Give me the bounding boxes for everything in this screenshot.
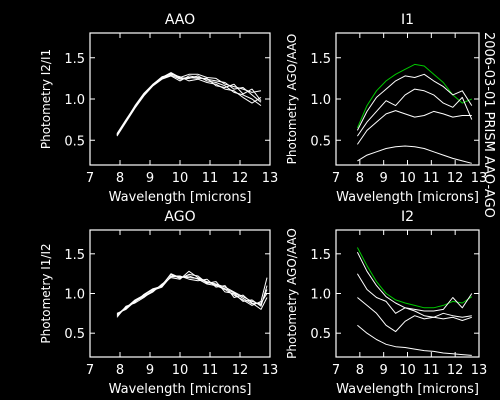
series-line: [116, 72, 262, 135]
x-tick-label: 11: [423, 363, 440, 378]
x-tick-label: 8: [116, 171, 124, 186]
x-tick-label: 12: [232, 171, 249, 186]
y-tick-label: 1.0: [64, 288, 85, 303]
x-tick-label: 10: [172, 363, 189, 378]
panel-title: AAO: [165, 12, 195, 28]
y-tick-label: 1.5: [64, 248, 85, 263]
x-tick-label: 11: [202, 171, 219, 186]
series-line: [356, 273, 472, 318]
series-line: [357, 324, 472, 356]
panel-i1: 7 8 9 10 11 12 13 0.5 1.0 1.5 I1 Wavelength [micr…: [285, 12, 487, 205]
tick-layer: 7 8 9 10 11 12 13 0.5 1.0 1.5: [64, 230, 278, 378]
x-tick-label: 12: [232, 363, 249, 378]
series-line: [116, 275, 268, 318]
x-axis-label: Wavelength [microns]: [109, 382, 252, 397]
x-tick-label: 13: [262, 171, 279, 186]
series-line: [116, 273, 268, 315]
panel-title: AGO: [164, 209, 195, 225]
series-line: [116, 276, 268, 316]
series-line: [116, 75, 262, 137]
x-tick-label: 8: [356, 171, 364, 186]
panel-i2: 7 8 9 10 11 12 13 0.5 1.0 1.5 I2 Wavelength [micr…: [285, 209, 487, 397]
x-tick-label: 11: [423, 171, 440, 186]
y-axis-label: Photometry AGO/AAO: [285, 34, 299, 165]
y-tick-label: 0.5: [64, 134, 85, 149]
series-line: [357, 297, 472, 333]
y-axis-label: Photometry I2/I1: [39, 49, 53, 149]
x-tick-label: 10: [399, 171, 416, 186]
tick-layer: 7 8 9 10 11 12 13 0.5 1.0 1.5: [310, 33, 487, 186]
y-tick-label: 0.5: [64, 327, 85, 342]
y-axis-label: Photometry I1/I2: [39, 243, 53, 343]
x-tick-label: 13: [262, 363, 279, 378]
x-tick-label: 8: [356, 363, 364, 378]
panel-title: I1: [401, 12, 414, 28]
series-layer: [116, 72, 262, 137]
x-tick-label: 9: [146, 363, 154, 378]
x-tick-label: 10: [172, 171, 189, 186]
series-line: [356, 251, 473, 312]
x-tick-label: 10: [399, 363, 416, 378]
x-tick-label: 9: [380, 363, 388, 378]
x-tick-label: 11: [202, 363, 219, 378]
y-axis-label: Photometry AGO/AAO: [285, 228, 299, 359]
y-tick-label: 1.5: [310, 248, 331, 263]
series-layer: [356, 63, 473, 164]
x-tick-label: 7: [86, 171, 94, 186]
series-layer: [116, 270, 268, 318]
x-tick-label: 7: [332, 363, 340, 378]
series-line: [356, 247, 473, 309]
series-layer: [356, 247, 473, 356]
tick-layer: 7 8 9 10 11 12 13 0.5 1.0 1.5: [64, 33, 278, 186]
y-tick-label: 1.0: [310, 93, 331, 108]
y-tick-label: 0.5: [310, 327, 331, 342]
panel-ago: 7 8 9 10 11 12 13 0.5 1.0 1.5 AGO Wavelength [mic…: [39, 209, 278, 397]
y-tick-label: 1.5: [64, 52, 85, 67]
panel-aao: 7 8 9 10 11 12 13 0.5 1.0 1.5 AAO Wavelength [mic…: [39, 12, 278, 205]
x-tick-label: 9: [146, 171, 154, 186]
panel-title: I2: [401, 209, 414, 225]
y-tick-label: 0.5: [310, 134, 331, 149]
x-axis-label: Wavelength [microns]: [109, 190, 252, 205]
x-tick-label: 9: [380, 171, 388, 186]
x-tick-label: 12: [447, 171, 464, 186]
tick-layer: 7 8 9 10 11 12 13 0.5 1.0 1.5: [310, 230, 487, 378]
series-line: [357, 145, 472, 164]
side-label: 2006-03-01 PRISM AAO-AGO: [481, 32, 496, 218]
y-tick-label: 1.0: [64, 93, 85, 108]
x-tick-label: 12: [447, 363, 464, 378]
x-tick-label: 8: [116, 363, 124, 378]
x-tick-label: 13: [471, 171, 488, 186]
x-tick-label: 7: [332, 171, 340, 186]
x-axis-label: Wavelength [microns]: [336, 190, 479, 205]
x-axis-label: Wavelength [microns]: [336, 382, 479, 397]
x-tick-label: 7: [86, 363, 94, 378]
y-tick-label: 1.5: [310, 52, 331, 67]
series-line: [116, 270, 268, 314]
y-tick-label: 1.0: [310, 288, 331, 303]
series-line: [356, 88, 473, 137]
x-tick-label: 13: [471, 363, 488, 378]
series-line: [356, 73, 473, 131]
series-line: [356, 110, 472, 145]
